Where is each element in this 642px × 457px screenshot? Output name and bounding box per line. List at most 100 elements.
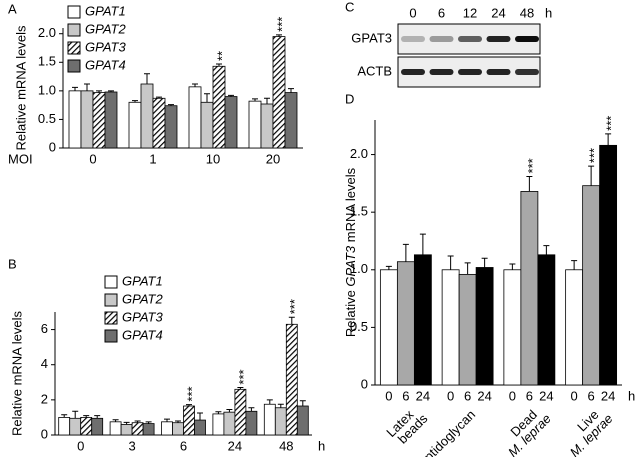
x-tick-label: 6 — [526, 388, 533, 403]
bar — [120, 424, 133, 436]
y-tick-label: 0 — [41, 426, 48, 441]
y-tick-label: 1.5 — [350, 204, 368, 219]
bar — [274, 407, 287, 436]
x-tick-label: 20 — [266, 151, 280, 166]
x-tick-label: 0 — [77, 438, 84, 453]
x-tick-label: 24 — [601, 388, 615, 403]
band — [458, 36, 482, 42]
band — [429, 36, 454, 42]
bar — [212, 413, 225, 436]
bar — [223, 411, 236, 436]
band — [458, 69, 482, 75]
significance: *** — [604, 116, 619, 131]
error-bar — [84, 83, 90, 91]
legend-label: GPAT3 — [85, 39, 126, 54]
bar — [109, 421, 122, 436]
x-tick-label: 24 — [539, 388, 553, 403]
bar — [272, 36, 286, 149]
x-tick-label: 3 — [128, 438, 135, 453]
error-bar — [204, 93, 210, 103]
error-bar — [481, 257, 488, 268]
bar — [58, 417, 71, 436]
y-tick-label: 6 — [41, 321, 48, 336]
x-axis-label: MOI — [8, 151, 33, 166]
x-tick-label: 0 — [571, 388, 578, 403]
lane-label: 12 — [463, 5, 477, 20]
bar — [285, 323, 298, 436]
x-tick-label: 0 — [385, 388, 392, 403]
error-bar — [145, 421, 152, 424]
bar — [413, 254, 432, 386]
x-tick-label: 24 — [416, 388, 430, 403]
error-bar — [186, 404, 192, 407]
error-bar — [543, 245, 550, 255]
legend-label: GPAT2 — [122, 291, 163, 306]
error-bar — [123, 421, 130, 425]
bar — [379, 269, 398, 386]
error-bar — [264, 97, 270, 104]
error-bar — [192, 83, 198, 87]
legend-swatch — [104, 293, 118, 307]
bar — [537, 254, 556, 386]
error-bar — [385, 265, 392, 270]
error-bar — [288, 316, 295, 325]
y-tick-label: 1.0 — [350, 261, 368, 276]
x-tick-label: 0 — [447, 388, 454, 403]
error-bar — [571, 260, 578, 270]
error-bar — [276, 34, 282, 37]
y-tick-label: 4 — [41, 356, 48, 371]
error-bar — [252, 98, 258, 102]
x-tick-label: 6 — [402, 388, 409, 403]
error-bar — [299, 400, 306, 407]
bar — [503, 269, 522, 386]
legend-label: GPAT1 — [85, 3, 126, 18]
y-tick-label: 2 — [41, 391, 48, 406]
lane-unit: h — [545, 5, 552, 20]
band — [429, 69, 454, 75]
significance: ** — [214, 51, 229, 61]
y-label-part: mRNA levels — [343, 167, 358, 246]
panel-label: C — [345, 0, 354, 14]
lane-label: 48 — [520, 5, 534, 20]
bar — [284, 92, 298, 149]
error-bar — [175, 420, 181, 423]
error-bar — [156, 96, 162, 99]
bar — [458, 273, 477, 386]
error-bar — [168, 104, 174, 106]
bar — [161, 421, 173, 436]
band — [515, 36, 539, 42]
band — [401, 36, 425, 42]
legend-swatch — [104, 311, 118, 325]
error-bar — [134, 420, 141, 423]
bar — [68, 90, 82, 149]
bar — [69, 417, 82, 436]
bar — [92, 92, 106, 149]
bar — [599, 144, 618, 386]
bar — [183, 405, 195, 436]
error-bar — [266, 399, 273, 405]
x-axis-label: h — [628, 388, 635, 403]
y-tick-label: 1.5 — [38, 54, 56, 69]
error-bar — [419, 233, 426, 255]
y-axis-label: Relative mRNA levels — [13, 25, 28, 150]
error-bar — [588, 165, 595, 186]
band — [486, 69, 511, 75]
row-label: GPAT3 — [351, 30, 392, 45]
bar — [200, 101, 214, 149]
y-tick-label: 0.5 — [350, 319, 368, 334]
legend-label: GPAT3 — [122, 309, 163, 324]
error-bar — [112, 419, 119, 422]
bar — [194, 419, 206, 436]
band — [515, 69, 539, 75]
bar — [520, 191, 539, 386]
x-tick-label: 0 — [509, 388, 516, 403]
error-bar — [215, 411, 222, 414]
lane-label: 6 — [438, 5, 445, 20]
error-bar — [96, 90, 102, 93]
y-tick-label: 2.0 — [350, 146, 368, 161]
error-bar — [447, 255, 454, 270]
bar — [212, 65, 226, 149]
bar — [565, 269, 584, 386]
legend-swatch — [104, 329, 118, 343]
